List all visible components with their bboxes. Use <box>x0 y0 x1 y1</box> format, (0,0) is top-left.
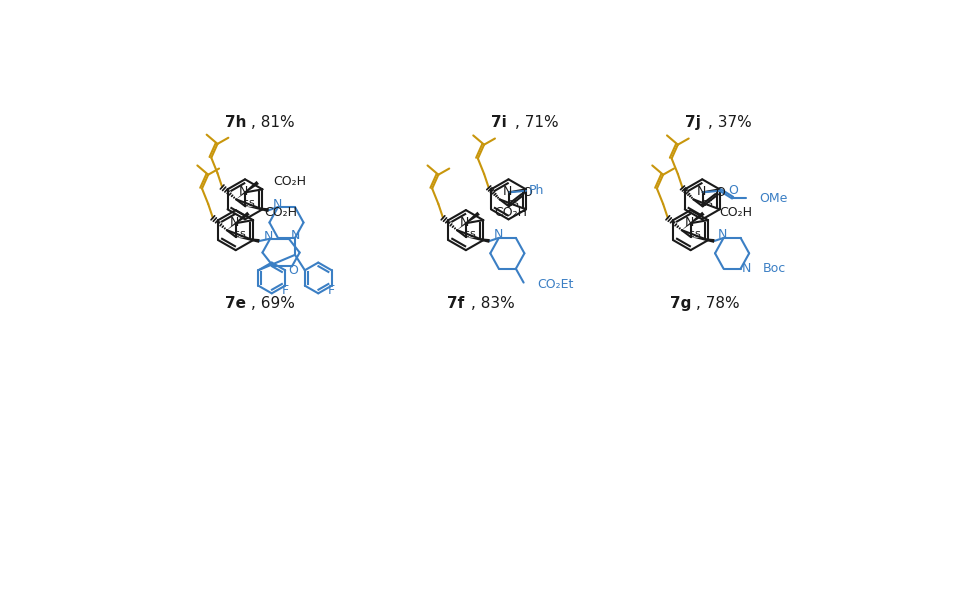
Text: , 37%: , 37% <box>709 115 752 130</box>
Text: t: t <box>465 229 469 239</box>
Text: s: s <box>512 198 518 208</box>
Text: N: N <box>239 185 249 198</box>
Text: s: s <box>694 229 700 239</box>
Polygon shape <box>681 212 705 230</box>
Text: 7f: 7f <box>447 296 465 311</box>
Text: CO₂H: CO₂H <box>719 206 752 219</box>
Text: N: N <box>718 228 728 241</box>
Text: N: N <box>264 230 273 243</box>
Text: N: N <box>272 197 282 210</box>
Polygon shape <box>236 181 259 199</box>
Text: , 78%: , 78% <box>696 296 740 311</box>
Text: OMe: OMe <box>759 192 788 205</box>
Text: , 83%: , 83% <box>471 296 515 311</box>
Text: t: t <box>234 229 239 239</box>
Text: N: N <box>494 228 502 241</box>
Text: 7i: 7i <box>492 115 507 130</box>
Text: s: s <box>239 229 245 239</box>
Text: Boc: Boc <box>763 262 786 275</box>
Text: s: s <box>706 198 711 208</box>
Text: 7e: 7e <box>226 296 246 311</box>
Text: t: t <box>507 198 512 208</box>
Text: O: O <box>522 186 531 199</box>
Text: 7j: 7j <box>685 115 701 130</box>
Text: F: F <box>328 284 335 297</box>
Text: N: N <box>742 262 751 275</box>
Text: N: N <box>290 229 300 242</box>
Text: , 81%: , 81% <box>252 115 295 130</box>
Polygon shape <box>246 206 269 212</box>
Text: N: N <box>684 216 694 229</box>
Text: Ph: Ph <box>529 184 544 197</box>
Text: t: t <box>701 198 706 208</box>
Text: N: N <box>229 216 239 229</box>
Text: O: O <box>729 184 739 197</box>
Text: N: N <box>502 185 512 198</box>
Text: CO₂H: CO₂H <box>273 175 306 188</box>
Text: t: t <box>689 229 694 239</box>
Text: N: N <box>460 216 469 229</box>
Text: F: F <box>282 284 288 297</box>
Text: CO₂H: CO₂H <box>495 206 528 219</box>
Text: 7h: 7h <box>225 115 247 130</box>
Polygon shape <box>457 212 480 230</box>
Polygon shape <box>227 212 250 230</box>
Text: t: t <box>244 198 249 208</box>
Polygon shape <box>236 237 259 243</box>
Text: , 71%: , 71% <box>515 115 559 130</box>
Text: CO₂Et: CO₂Et <box>537 278 574 291</box>
Polygon shape <box>691 237 714 243</box>
Text: s: s <box>469 229 475 239</box>
Text: O: O <box>715 186 725 199</box>
Polygon shape <box>467 237 490 243</box>
Text: 7g: 7g <box>670 296 691 311</box>
Text: CO₂H: CO₂H <box>264 206 297 219</box>
Text: s: s <box>249 198 255 208</box>
Text: N: N <box>696 185 706 198</box>
Text: , 69%: , 69% <box>252 296 295 311</box>
Text: O: O <box>288 264 298 277</box>
